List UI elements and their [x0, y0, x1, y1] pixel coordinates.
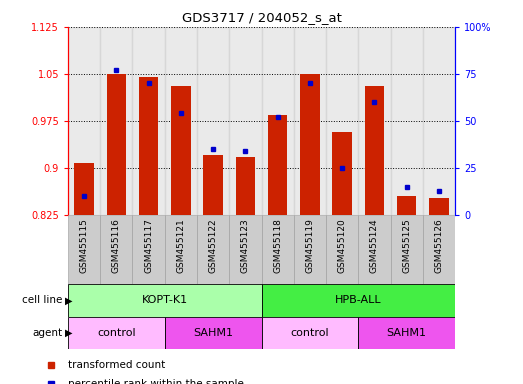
Bar [165, 215, 197, 284]
Bar [262, 27, 294, 215]
Text: percentile rank within the sample: percentile rank within the sample [68, 379, 244, 384]
Bar [365, 86, 384, 215]
Text: ▶: ▶ [65, 295, 73, 306]
Text: transformed count: transformed count [68, 360, 165, 370]
Bar [262, 317, 358, 349]
Text: control: control [97, 328, 135, 338]
Bar [100, 27, 132, 215]
Text: GSM455116: GSM455116 [112, 218, 121, 273]
Bar [262, 284, 455, 317]
Bar [165, 27, 197, 215]
Text: GSM455117: GSM455117 [144, 218, 153, 273]
Bar [100, 215, 132, 284]
Bar [203, 156, 223, 215]
Bar [132, 27, 165, 215]
Bar [197, 215, 229, 284]
Text: GSM455120: GSM455120 [338, 218, 347, 273]
Bar [358, 27, 391, 215]
Bar [262, 215, 294, 284]
Bar [107, 74, 126, 215]
Bar [74, 163, 94, 215]
Bar [197, 27, 229, 215]
Text: GSM455119: GSM455119 [305, 218, 314, 273]
Text: GSM455124: GSM455124 [370, 218, 379, 273]
Bar [423, 27, 455, 215]
Bar [294, 215, 326, 284]
Bar [391, 27, 423, 215]
Bar [397, 196, 416, 215]
Text: control: control [291, 328, 329, 338]
Bar [326, 215, 358, 284]
Bar [229, 215, 262, 284]
Bar [294, 27, 326, 215]
Bar [132, 215, 165, 284]
Text: GSM455115: GSM455115 [79, 218, 88, 273]
Text: ▶: ▶ [65, 328, 73, 338]
Bar [68, 27, 100, 215]
Title: GDS3717 / 204052_s_at: GDS3717 / 204052_s_at [181, 11, 342, 24]
Text: HPB-ALL: HPB-ALL [335, 295, 382, 306]
Bar [165, 317, 262, 349]
Bar [358, 215, 391, 284]
Text: GSM455118: GSM455118 [273, 218, 282, 273]
Bar [300, 74, 320, 215]
Text: GSM455121: GSM455121 [176, 218, 185, 273]
Bar [326, 27, 358, 215]
Bar [68, 284, 262, 317]
Bar [68, 317, 165, 349]
Text: SAHM1: SAHM1 [193, 328, 233, 338]
Bar [391, 215, 423, 284]
Text: GSM455126: GSM455126 [435, 218, 444, 273]
Text: cell line: cell line [22, 295, 63, 306]
Text: SAHM1: SAHM1 [386, 328, 427, 338]
Bar [333, 132, 352, 215]
Text: GSM455125: GSM455125 [402, 218, 411, 273]
Bar [429, 198, 449, 215]
Text: KOPT-K1: KOPT-K1 [142, 295, 188, 306]
Bar [139, 77, 158, 215]
Text: agent: agent [32, 328, 63, 338]
Bar [171, 86, 190, 215]
Bar [268, 115, 287, 215]
Text: GSM455123: GSM455123 [241, 218, 250, 273]
Bar [423, 215, 455, 284]
Text: GSM455122: GSM455122 [209, 218, 218, 273]
Bar [358, 317, 455, 349]
Bar [236, 157, 255, 215]
Bar [68, 215, 100, 284]
Bar [229, 27, 262, 215]
